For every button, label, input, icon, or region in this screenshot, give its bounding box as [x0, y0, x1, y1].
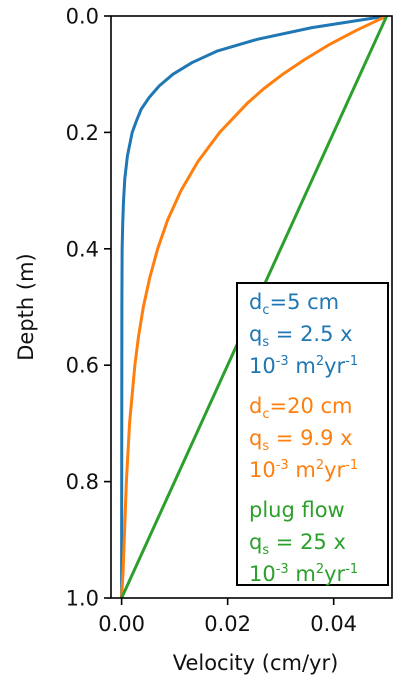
y-tick-label: 0.6	[66, 354, 99, 378]
y-tick-label: 0.0	[66, 5, 99, 29]
x-tick-label: 0.04	[310, 612, 357, 636]
legend-line: plug flow	[249, 498, 345, 522]
y-axis-label: Depth (m)	[14, 253, 38, 360]
legend-entry-plug: plug flow qs = 25 x 10-3 m2yr-1	[249, 498, 358, 586]
y-tick-label: 1.0	[66, 587, 99, 611]
y-tick-label: 0.2	[66, 121, 99, 145]
series-line-dc20	[120, 16, 388, 598]
legend-line: 10-3 m2yr-1	[249, 562, 358, 586]
y-tick-label: 0.4	[66, 237, 99, 261]
legend-line: qs = 9.9 x	[249, 426, 353, 454]
legend-entry-dc20: dc=20 cm qs = 9.9 x 10-3 m2yr-1	[249, 394, 358, 482]
plot-frame	[110, 15, 393, 599]
x-tick-label: 0.00	[98, 612, 145, 636]
x-tick-label: 0.02	[204, 612, 251, 636]
y-axis-ticks: 0.0 0.2 0.4 0.6 0.8 1.0	[66, 5, 111, 611]
x-axis-label: Velocity (cm/yr)	[173, 651, 339, 675]
legend-line: dc=20 cm	[249, 394, 353, 422]
legend: dc=5 cm qs = 2.5 x 10-3 m2yr-1 dc=20 cm qs =…	[236, 282, 389, 586]
legend-line: 10-3 m2yr-1	[249, 458, 358, 482]
legend-entry-dc5: dc=5 cm qs = 2.5 x 10-3 m2yr-1	[249, 290, 358, 378]
legend-line: qs = 2.5 x	[249, 322, 353, 350]
legend-line: qs = 25 x	[249, 530, 346, 558]
series-line-dc5	[120, 16, 387, 598]
x-axis-ticks: 0.00 0.02 0.04	[98, 598, 357, 636]
legend-line: dc=5 cm	[249, 290, 339, 318]
legend-line: 10-3 m2yr-1	[249, 354, 358, 378]
y-tick-label: 0.8	[66, 470, 99, 494]
legend-box	[236, 282, 389, 586]
